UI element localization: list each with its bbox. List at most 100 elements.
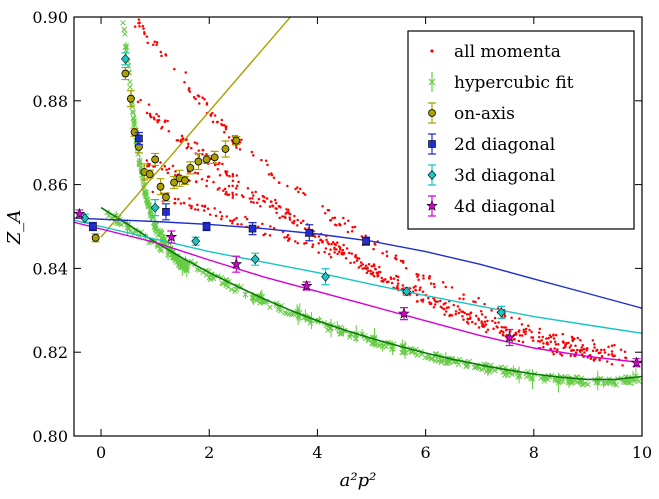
- all-momenta-point: [350, 229, 354, 233]
- all-momenta-point: [248, 197, 252, 200]
- all-momenta-point: [250, 150, 254, 154]
- all-momenta-point: [202, 209, 206, 212]
- all-momenta-point: [582, 347, 586, 351]
- all-momenta-point: [225, 190, 228, 194]
- all-momenta-point: [373, 275, 376, 278]
- all-momenta-point: [185, 146, 189, 150]
- all-momenta-point: [257, 197, 261, 201]
- all-momenta-point: [561, 332, 565, 336]
- all-momenta-point: [592, 359, 596, 362]
- all-momenta-point: [188, 90, 192, 93]
- all-momenta-point: [486, 319, 489, 323]
- all-momenta-point: [531, 339, 535, 342]
- all-momenta-point: [610, 362, 614, 366]
- all-momenta-point: [548, 334, 552, 337]
- all-momenta-point: [552, 334, 555, 337]
- hypercubic-fit-point: [122, 31, 128, 37]
- all-momenta-point: [228, 174, 231, 178]
- all-momenta-point: [156, 119, 159, 122]
- all-momenta-point: [196, 172, 199, 175]
- all-momenta-point: [212, 180, 215, 184]
- all-momenta-point: [240, 223, 243, 226]
- all-momenta-point: [454, 310, 458, 313]
- all-momenta-point: [197, 149, 200, 152]
- all-momenta-point: [412, 286, 416, 289]
- all-momenta-point: [214, 214, 218, 217]
- all-momenta-point: [145, 35, 149, 38]
- all-momenta-point: [151, 43, 155, 47]
- hypercubic-fit-point: [538, 375, 544, 381]
- all-momenta-point: [303, 242, 306, 245]
- all-momenta-point: [417, 278, 420, 281]
- all-momenta-point: [429, 282, 433, 285]
- all-momenta-point: [296, 241, 299, 245]
- all-momenta-point: [149, 115, 153, 119]
- all-momenta-point: [196, 203, 199, 207]
- all-momenta-point: [234, 187, 238, 190]
- all-momenta-point: [229, 219, 232, 222]
- all-momenta-point: [586, 346, 589, 350]
- all-momenta-point: [231, 196, 235, 199]
- all-momenta-point: [333, 242, 336, 246]
- all-momenta-point: [401, 259, 405, 263]
- all-momenta-point: [129, 11, 132, 14]
- all-momenta-point: [623, 350, 627, 354]
- all-momenta-point: [352, 261, 356, 264]
- all-momenta-point: [329, 248, 332, 251]
- all-momenta-point: [364, 234, 368, 238]
- on-axis-point: [145, 170, 154, 179]
- all-momenta-point: [444, 310, 448, 313]
- all-momenta-point: [244, 215, 247, 219]
- y-tick-label: 0.90: [32, 8, 68, 27]
- all-momenta-point: [454, 312, 458, 316]
- all-momenta-point: [422, 277, 425, 280]
- all-momenta-point: [183, 80, 186, 84]
- all-momenta-point: [458, 308, 461, 311]
- all-momenta-point: [136, 100, 140, 104]
- all-momenta-point: [173, 67, 176, 71]
- all-momenta-point: [574, 344, 577, 348]
- all-momenta-point: [569, 344, 573, 347]
- all-momenta-point: [484, 323, 488, 326]
- all-momenta-point: [461, 315, 464, 318]
- hypercubic-fit-point: [636, 378, 642, 384]
- all-momenta-point: [393, 256, 397, 260]
- all-momenta-point: [268, 234, 272, 237]
- all-momenta-point: [236, 184, 239, 188]
- all-momenta-point: [137, 18, 141, 21]
- y-tick-label: 0.88: [32, 92, 68, 111]
- hypercubic-fit-point: [585, 381, 591, 388]
- all-momenta-point: [369, 269, 373, 273]
- all-momenta-point: [311, 245, 314, 249]
- all-momenta-point: [246, 186, 250, 190]
- all-momenta-point: [569, 354, 573, 358]
- all-momenta-point: [235, 146, 238, 149]
- all-momenta-point: [193, 141, 197, 144]
- all-momenta-point: [220, 215, 224, 218]
- all-momenta-point: [197, 95, 201, 98]
- all-momenta-point: [249, 200, 253, 204]
- all-momenta-point: [296, 224, 299, 227]
- all-momenta-point: [504, 326, 508, 329]
- all-momenta-point: [213, 114, 217, 117]
- all-momenta-point: [201, 96, 204, 99]
- all-momenta-point: [297, 190, 300, 194]
- all-momenta-point: [291, 221, 294, 224]
- all-momenta-point: [510, 316, 513, 320]
- all-momenta-point: [275, 211, 278, 215]
- hypercubic-fit-point: [258, 298, 265, 305]
- hypercubic-fit-point: [203, 272, 210, 278]
- all-momenta-point: [500, 329, 503, 333]
- all-momenta-point: [167, 167, 171, 171]
- all-momenta-point: [286, 233, 290, 237]
- all-momenta-point: [396, 284, 399, 288]
- all-momenta-point: [336, 252, 339, 256]
- hypercubic-fit-point: [627, 380, 633, 386]
- on-axis-point: [121, 69, 130, 78]
- 3d-diagonal-point: [191, 236, 201, 247]
- all-momenta-point: [477, 326, 481, 329]
- all-momenta-point: [317, 235, 321, 238]
- all-momenta-point: [552, 352, 555, 356]
- all-momenta-point: [468, 313, 471, 316]
- all-momenta-point: [206, 207, 210, 210]
